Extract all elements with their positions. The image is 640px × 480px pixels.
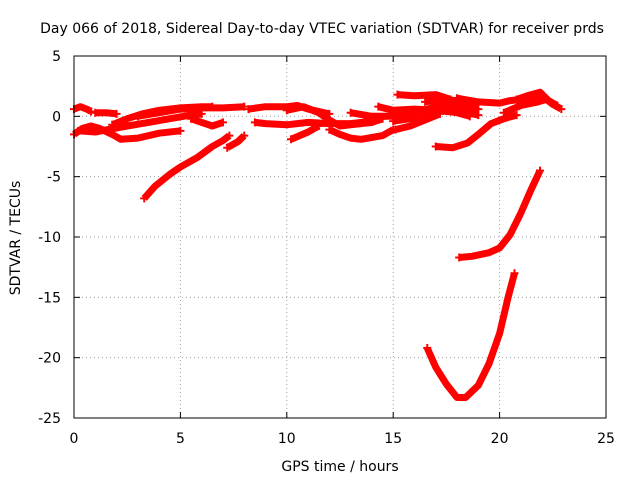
trace-s4: [78, 110, 203, 136]
plus-marker: [374, 102, 383, 111]
plus-marker: [112, 109, 121, 118]
trace-s13: [289, 122, 321, 143]
y-tick-label: -5: [47, 170, 61, 186]
y-tick-label: 5: [52, 49, 61, 65]
x-tick-labels: 0 5 10 15 20 25: [70, 431, 615, 447]
plus-marker: [218, 118, 227, 127]
trace-s1: [72, 103, 93, 115]
plus-marker: [176, 126, 185, 135]
x-tick-label: 20: [491, 431, 509, 447]
plus-marker: [431, 142, 440, 151]
plus-marker: [553, 101, 562, 110]
y-tick-label: -10: [38, 230, 61, 246]
plus-marker: [536, 166, 545, 175]
plus-marker: [91, 108, 100, 117]
y-axis-label: SDTVAR / TECUs: [8, 181, 24, 296]
plus-marker: [240, 131, 249, 140]
plus-marker: [225, 131, 234, 140]
plus-marker: [455, 253, 464, 262]
plus-marker: [346, 108, 355, 117]
x-axis-label: GPS time / hours: [281, 459, 398, 475]
plus-marker: [423, 344, 432, 353]
plus-marker: [87, 107, 96, 116]
plus-marker: [436, 109, 445, 118]
plus-marker: [223, 143, 232, 152]
trace-s3: [71, 122, 181, 143]
plus-marker: [391, 125, 400, 134]
plus-marker: [389, 117, 398, 126]
trace-s7: [189, 115, 225, 130]
trace-s25: [458, 169, 544, 261]
y-tick-label: -20: [38, 351, 61, 367]
trace-s9: [225, 133, 247, 151]
plus-marker: [474, 105, 483, 114]
trace-s24: [515, 88, 559, 109]
trace-s26: [424, 272, 518, 401]
trace-s15: [350, 102, 469, 120]
plus-marker: [133, 112, 142, 121]
chart-title: Day 066 of 2018, Sidereal Day-to-day VTE…: [40, 21, 604, 37]
plus-marker: [140, 194, 149, 203]
y-tick-labels: 5 0 -5 -10 -15 -20 -25: [38, 49, 61, 427]
plus-marker: [244, 105, 253, 114]
x-tick-label: 25: [597, 431, 615, 447]
trace-s12: [286, 103, 384, 130]
plus-marker: [287, 135, 296, 144]
trace-s6: [137, 103, 245, 120]
trace-s18: [394, 110, 442, 134]
trace-s22: [435, 111, 518, 152]
axis-ticks: [73, 55, 607, 419]
y-tick-label: -25: [38, 411, 61, 427]
x-tick-label: 10: [278, 431, 296, 447]
plus-marker: [512, 111, 521, 120]
plus-marker: [314, 121, 323, 130]
plus-marker: [282, 106, 291, 115]
plus-marker: [240, 102, 249, 111]
x-tick-label: 15: [384, 431, 402, 447]
y-tick-label: 0: [52, 109, 61, 125]
x-tick-label: 5: [176, 431, 185, 447]
plus-marker: [187, 114, 196, 123]
trace-s17: [392, 105, 480, 125]
plus-marker: [325, 125, 334, 134]
plus-marker: [512, 95, 521, 104]
data-traces: [70, 88, 566, 401]
plus-marker: [393, 90, 402, 99]
plus-marker: [453, 94, 462, 103]
plus-marker: [421, 97, 430, 106]
y-tick-label: -15: [38, 290, 61, 306]
trace-s14: [327, 126, 395, 143]
x-tick-label: 0: [70, 431, 79, 447]
plus-marker: [250, 118, 259, 127]
plus-marker: [74, 126, 83, 135]
trace-s8: [141, 132, 232, 201]
plus-marker: [108, 120, 117, 129]
plus-marker: [557, 105, 566, 114]
plus-marker: [510, 269, 519, 278]
plus-marker: [499, 108, 508, 117]
